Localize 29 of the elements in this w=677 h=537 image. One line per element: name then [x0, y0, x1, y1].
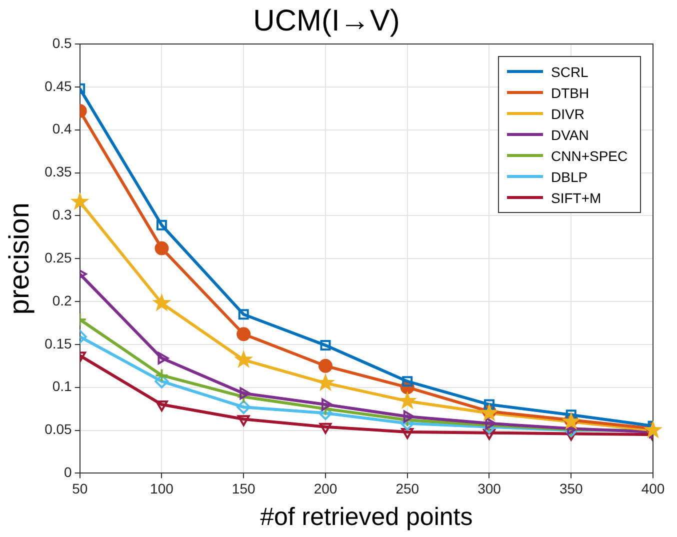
x-tick-label: 150: [232, 480, 256, 496]
legend-label: CNN+SPEC: [551, 148, 628, 164]
y-tick-label: 0.05: [44, 421, 72, 438]
legend-label: SCRL: [551, 64, 588, 80]
legend-label: DIVR: [551, 106, 584, 122]
legend-label: DBLP: [551, 168, 588, 184]
y-tick-label: 0.5: [52, 34, 72, 51]
y-axis-title: precision: [4, 202, 35, 315]
x-tick-label: 350: [559, 480, 584, 496]
y-tick-label: 0.3: [52, 206, 72, 223]
y-tick-label: 0.45: [44, 78, 72, 94]
x-tick-label: 250: [396, 480, 420, 496]
legend-label: SIFT+M: [551, 190, 602, 206]
x-tick-label: 400: [641, 480, 665, 496]
x-tick-label: 200: [314, 480, 338, 496]
y-tick-label: 0.15: [44, 335, 72, 352]
y-tick-label: 0.35: [44, 164, 72, 180]
y-tick-label: 0.2: [52, 292, 72, 308]
x-tick-label: 50: [72, 480, 88, 496]
legend-label: DVAN: [551, 126, 589, 142]
x-axis-title: #of retrieved points: [260, 502, 473, 531]
y-tick-label: 0: [64, 464, 72, 480]
y-tick-label: 0.25: [44, 249, 72, 266]
y-tick-label: 0.4: [52, 120, 72, 137]
y-tick-label: 0.1: [52, 378, 72, 394]
chart-title: UCM(I→V): [253, 4, 400, 38]
legend-label: DTBH: [551, 84, 590, 100]
x-tick-label: 300: [478, 480, 502, 496]
x-tick-label: 100: [150, 480, 174, 496]
